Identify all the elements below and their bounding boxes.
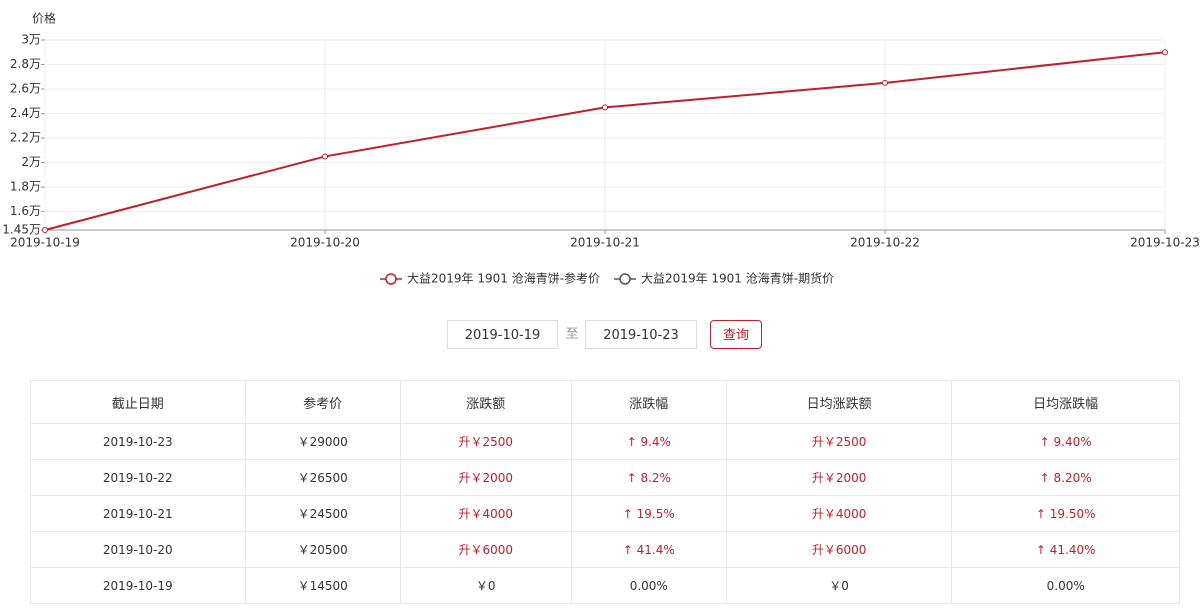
header-cell: 涨跌额: [399, 380, 572, 424]
y-tick-label: 1.8万: [10, 180, 41, 194]
table-cell: 升￥4000: [399, 495, 572, 532]
header-cell: 日均涨跌额: [725, 380, 953, 424]
table-cell: ↑ 9.40%: [951, 423, 1180, 460]
y-tick-label: 2万: [21, 155, 41, 169]
table-cell: 2019-10-21: [30, 495, 246, 532]
x-tick-label: 2019-10-21: [570, 236, 640, 250]
table-cell: 2019-10-22: [30, 459, 246, 496]
y-tick-label: 1.6万: [10, 204, 41, 218]
table-cell: 升￥4000: [725, 495, 953, 532]
table-cell: ￥29000: [244, 423, 401, 460]
table-cell: ￥14500: [244, 567, 401, 604]
table-row: 2019-10-21 ￥24500 升￥4000 ↑ 19.5% 升￥4000 ↑ 19.…: [30, 495, 1180, 532]
table-cell: 2019-10-23: [30, 423, 246, 460]
start-date[interactable]: 2019-10-19: [447, 320, 558, 349]
point: [602, 104, 608, 111]
point: [322, 153, 328, 160]
query-button[interactable]: 查询: [710, 320, 762, 349]
legend-marker: [385, 273, 397, 285]
price-table: 截止日期 参考价 涨跌额 涨跌幅 日均涨跌额 日均涨跌幅 2019-10-23 ￥29000 升…: [30, 380, 1180, 604]
legend-marker: [619, 273, 631, 285]
table-cell: ￥0: [399, 567, 572, 604]
table-cell: ↑ 19.50%: [951, 495, 1180, 532]
legend-label: 大益2019年 1901 沧海青饼-期货价: [641, 271, 834, 286]
table-cell: 2019-10-20: [30, 531, 246, 568]
table-cell: 0.00%: [951, 567, 1180, 604]
end-date[interactable]: 2019-10-23: [585, 320, 697, 349]
y-tick-label: 2.6万: [10, 82, 41, 96]
table-row: 2019-10-19 ￥14500 ￥0 0.00% ￥0 0.00%: [30, 567, 1180, 604]
header-cell: 涨跌幅: [570, 380, 727, 424]
table-cell: ↑ 19.5%: [570, 495, 727, 532]
table-cell: ↑ 41.4%: [570, 531, 727, 568]
y-tick-label: 2.2万: [10, 131, 41, 145]
y-tick-label: 3万: [21, 33, 41, 47]
y-tick-label: 2.8万: [10, 57, 41, 71]
y-tick-label: 2.4万: [10, 106, 41, 120]
table-cell: 升￥2500: [725, 423, 953, 460]
x-tick-label: 2019-10-22: [850, 236, 920, 250]
separator: 至: [565, 327, 579, 342]
table-cell: 0.00%: [570, 567, 727, 604]
table-cell: 升￥6000: [399, 531, 572, 568]
table-cell: 升￥2000: [725, 459, 953, 496]
x-tick-label: 2019-10-23: [1130, 236, 1200, 250]
header-cell: 参考价: [244, 380, 401, 424]
chart: 价格 1.45万 1.6万 1.8万 2万 2.2万 2.4万 2.6万 2.8万 3万 2019…: [2, 11, 1200, 286]
table-row: 2019-10-20 ￥20500 升￥6000 ↑ 41.4% 升￥6000 ↑ 41.…: [30, 531, 1180, 568]
table-cell: ￥26500: [244, 459, 401, 496]
legend-label: 大益2019年 1901 沧海青饼-参考价: [407, 271, 600, 286]
table-cell: 升￥6000: [725, 531, 953, 568]
point: [1162, 49, 1168, 56]
table-cell: ↑ 8.2%: [570, 459, 727, 496]
point: [42, 227, 48, 233]
table-cell: ↑ 9.4%: [570, 423, 727, 460]
table-cell: ￥20500: [244, 531, 401, 568]
table-cell: ↑ 8.20%: [951, 459, 1180, 496]
x-tick-label: 2019-10-20: [290, 236, 360, 250]
point: [882, 79, 888, 86]
x-tick-label: 2019-10-19: [10, 236, 80, 250]
table-cell: ↑ 41.40%: [951, 531, 1180, 568]
table-cell: ￥24500: [244, 495, 401, 532]
header-cell: 日均涨跌幅: [951, 380, 1180, 424]
table-row: 2019-10-23 ￥29000 升￥2500 ↑ 9.4% 升￥2500 ↑ 9.40…: [30, 423, 1180, 460]
header-cell: 截止日期: [30, 380, 246, 424]
y-axis-label: 价格: [32, 11, 56, 26]
table-row: 2019-10-22 ￥26500 升￥2000 ↑ 8.2% 升￥2000 ↑ 8.20…: [30, 459, 1180, 496]
table-cell: 升￥2500: [399, 423, 572, 460]
y-tick-label: 1.45万: [2, 223, 41, 237]
table-cell: ￥0: [725, 567, 953, 604]
table-cell: 升￥2000: [399, 459, 572, 496]
table-cell: 2019-10-19: [30, 567, 246, 604]
